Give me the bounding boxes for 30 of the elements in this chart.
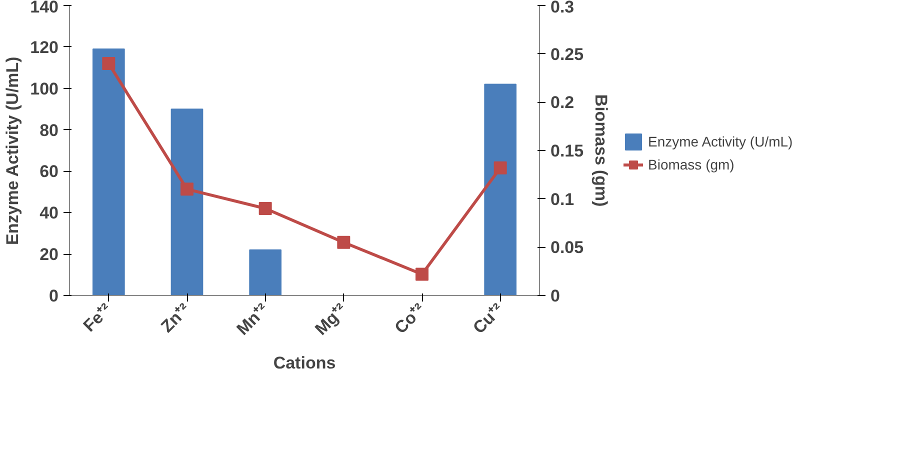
y-tick-label: 80: [40, 120, 59, 140]
x-axis-title: Cations: [273, 354, 336, 373]
y-tick-label: 140: [30, 0, 59, 16]
y-tick-label: 60: [40, 162, 59, 182]
y2-tick-label: 0.2: [550, 93, 574, 112]
y-tick-label: 100: [30, 79, 59, 98]
y2-tick-label: 0.3: [550, 0, 574, 16]
y-tick-label: 40: [40, 204, 59, 223]
y-tick-label: 20: [40, 245, 59, 264]
bar: [249, 249, 282, 296]
bar: [484, 84, 516, 296]
point: [494, 161, 507, 174]
legend-label: Biomass (gm): [648, 156, 734, 172]
y-tick-label: 0: [49, 286, 59, 306]
point: [337, 236, 350, 249]
y-tick-label: 120: [30, 38, 59, 57]
legend-label: Enzyme Activity (U/mL): [648, 133, 793, 149]
y2-axis-title: Biomass (gm): [592, 94, 611, 207]
y-axis-title: Enzyme Activity (U/mL): [3, 56, 22, 245]
y2-tick-label: 0.1: [550, 190, 574, 209]
y2-tick-label: 0.15: [550, 142, 584, 160]
point: [180, 182, 194, 196]
bar: [170, 108, 204, 296]
y2-tick-label: 0: [550, 286, 560, 306]
y2-tick-label: 0.25: [550, 44, 584, 64]
bar: [92, 48, 125, 296]
point: [102, 57, 116, 70]
point: [416, 268, 428, 281]
y2-tick-label: 0.05: [550, 238, 584, 258]
point: [258, 202, 272, 215]
